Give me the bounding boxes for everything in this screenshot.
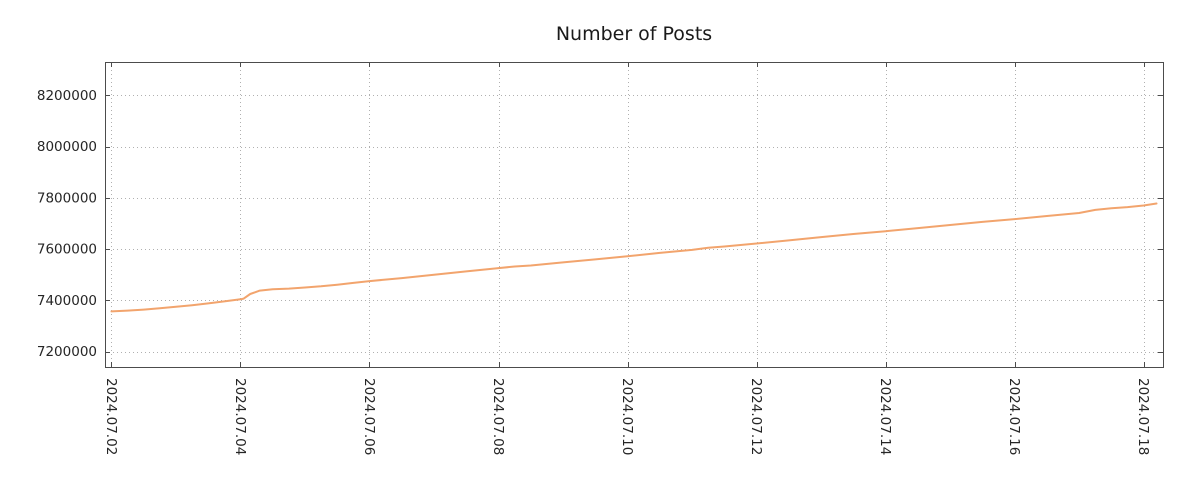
y-tick-label: 7200000	[37, 344, 97, 360]
x-tick-label: 2024.07.12	[748, 378, 764, 455]
data-line	[110, 202, 1158, 313]
x-tick-label: 2024.07.06	[361, 378, 377, 455]
x-tick-label: 2024.07.16	[1006, 378, 1022, 455]
plot-frame	[105, 62, 1164, 368]
y-tick-label: 8000000	[37, 139, 97, 155]
y-tick-label: 7600000	[37, 242, 97, 258]
x-tick-label: 2024.07.08	[490, 378, 506, 455]
y-tick-label: 7800000	[37, 190, 97, 206]
chart-title: Number of Posts	[556, 23, 712, 45]
x-tick-label: 2024.07.04	[232, 378, 248, 455]
x-tick-label: 2024.07.14	[877, 378, 893, 455]
y-tick-label: 8200000	[37, 88, 97, 104]
x-tick-label: 2024.07.10	[619, 378, 635, 455]
y-tick-label: 7400000	[37, 293, 97, 309]
x-tick-label: 2024.07.02	[103, 378, 119, 455]
x-tick-label: 2024.07.18	[1135, 378, 1151, 455]
